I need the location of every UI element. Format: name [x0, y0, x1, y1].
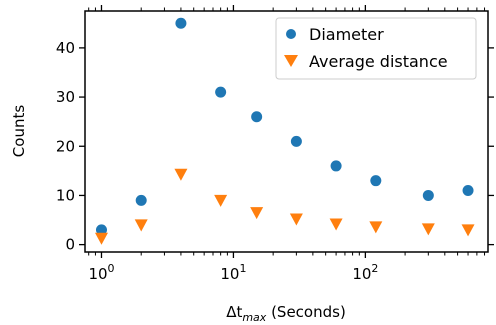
average-distance-point: [289, 213, 303, 226]
legend-marker-diameter: [286, 29, 296, 39]
average-distance-point: [329, 218, 343, 231]
y-axis-label: Counts: [10, 105, 28, 158]
x-tick-label: 101: [220, 262, 246, 283]
diameter-point: [290, 135, 302, 147]
x-axis-label-subscript: max: [242, 311, 266, 324]
y-tick-label: 0: [65, 236, 75, 254]
legend-label-average-distance: Average distance: [309, 52, 448, 71]
y-tick-label: 40: [56, 39, 75, 57]
legend: Diameter Average distance: [275, 17, 477, 80]
average-distance-point: [134, 219, 148, 232]
y-tick-label: 30: [56, 88, 75, 106]
diameter-point: [135, 194, 147, 206]
diameter-point: [215, 86, 227, 98]
legend-box: [275, 17, 477, 80]
y-tick-label: 20: [56, 137, 75, 155]
average-distance-point: [461, 224, 475, 237]
average-distance-point: [94, 232, 108, 245]
x-tick-label: 100: [88, 262, 114, 283]
x-axis-label-main: Δt: [226, 303, 242, 321]
average-distance-point: [250, 207, 264, 220]
x-axis-label: Δtmax (Seconds): [226, 303, 346, 324]
diameter-point: [330, 160, 342, 172]
y-tick-label: 10: [56, 186, 75, 204]
average-distance-point: [214, 194, 228, 207]
diameter-point: [175, 17, 187, 29]
average-distance-point: [369, 221, 383, 234]
legend-marker-average-distance: [284, 55, 298, 67]
diameter-point: [422, 189, 434, 201]
average-distance-point: [174, 168, 188, 181]
x-tick-label: 102: [352, 262, 378, 283]
diameter-point: [370, 175, 382, 187]
legend-label-diameter: Diameter: [309, 25, 384, 44]
plot-frame: [84, 10, 489, 253]
average-distance-point: [421, 223, 435, 236]
data-points: [94, 17, 475, 245]
diameter-point: [95, 224, 107, 236]
diameter-point: [251, 111, 263, 123]
x-axis-label-unit: (Seconds): [266, 303, 346, 321]
diameter-point: [462, 185, 474, 197]
axis-ticks: 0 10 20 30 40 100 101 102: [56, 5, 494, 283]
